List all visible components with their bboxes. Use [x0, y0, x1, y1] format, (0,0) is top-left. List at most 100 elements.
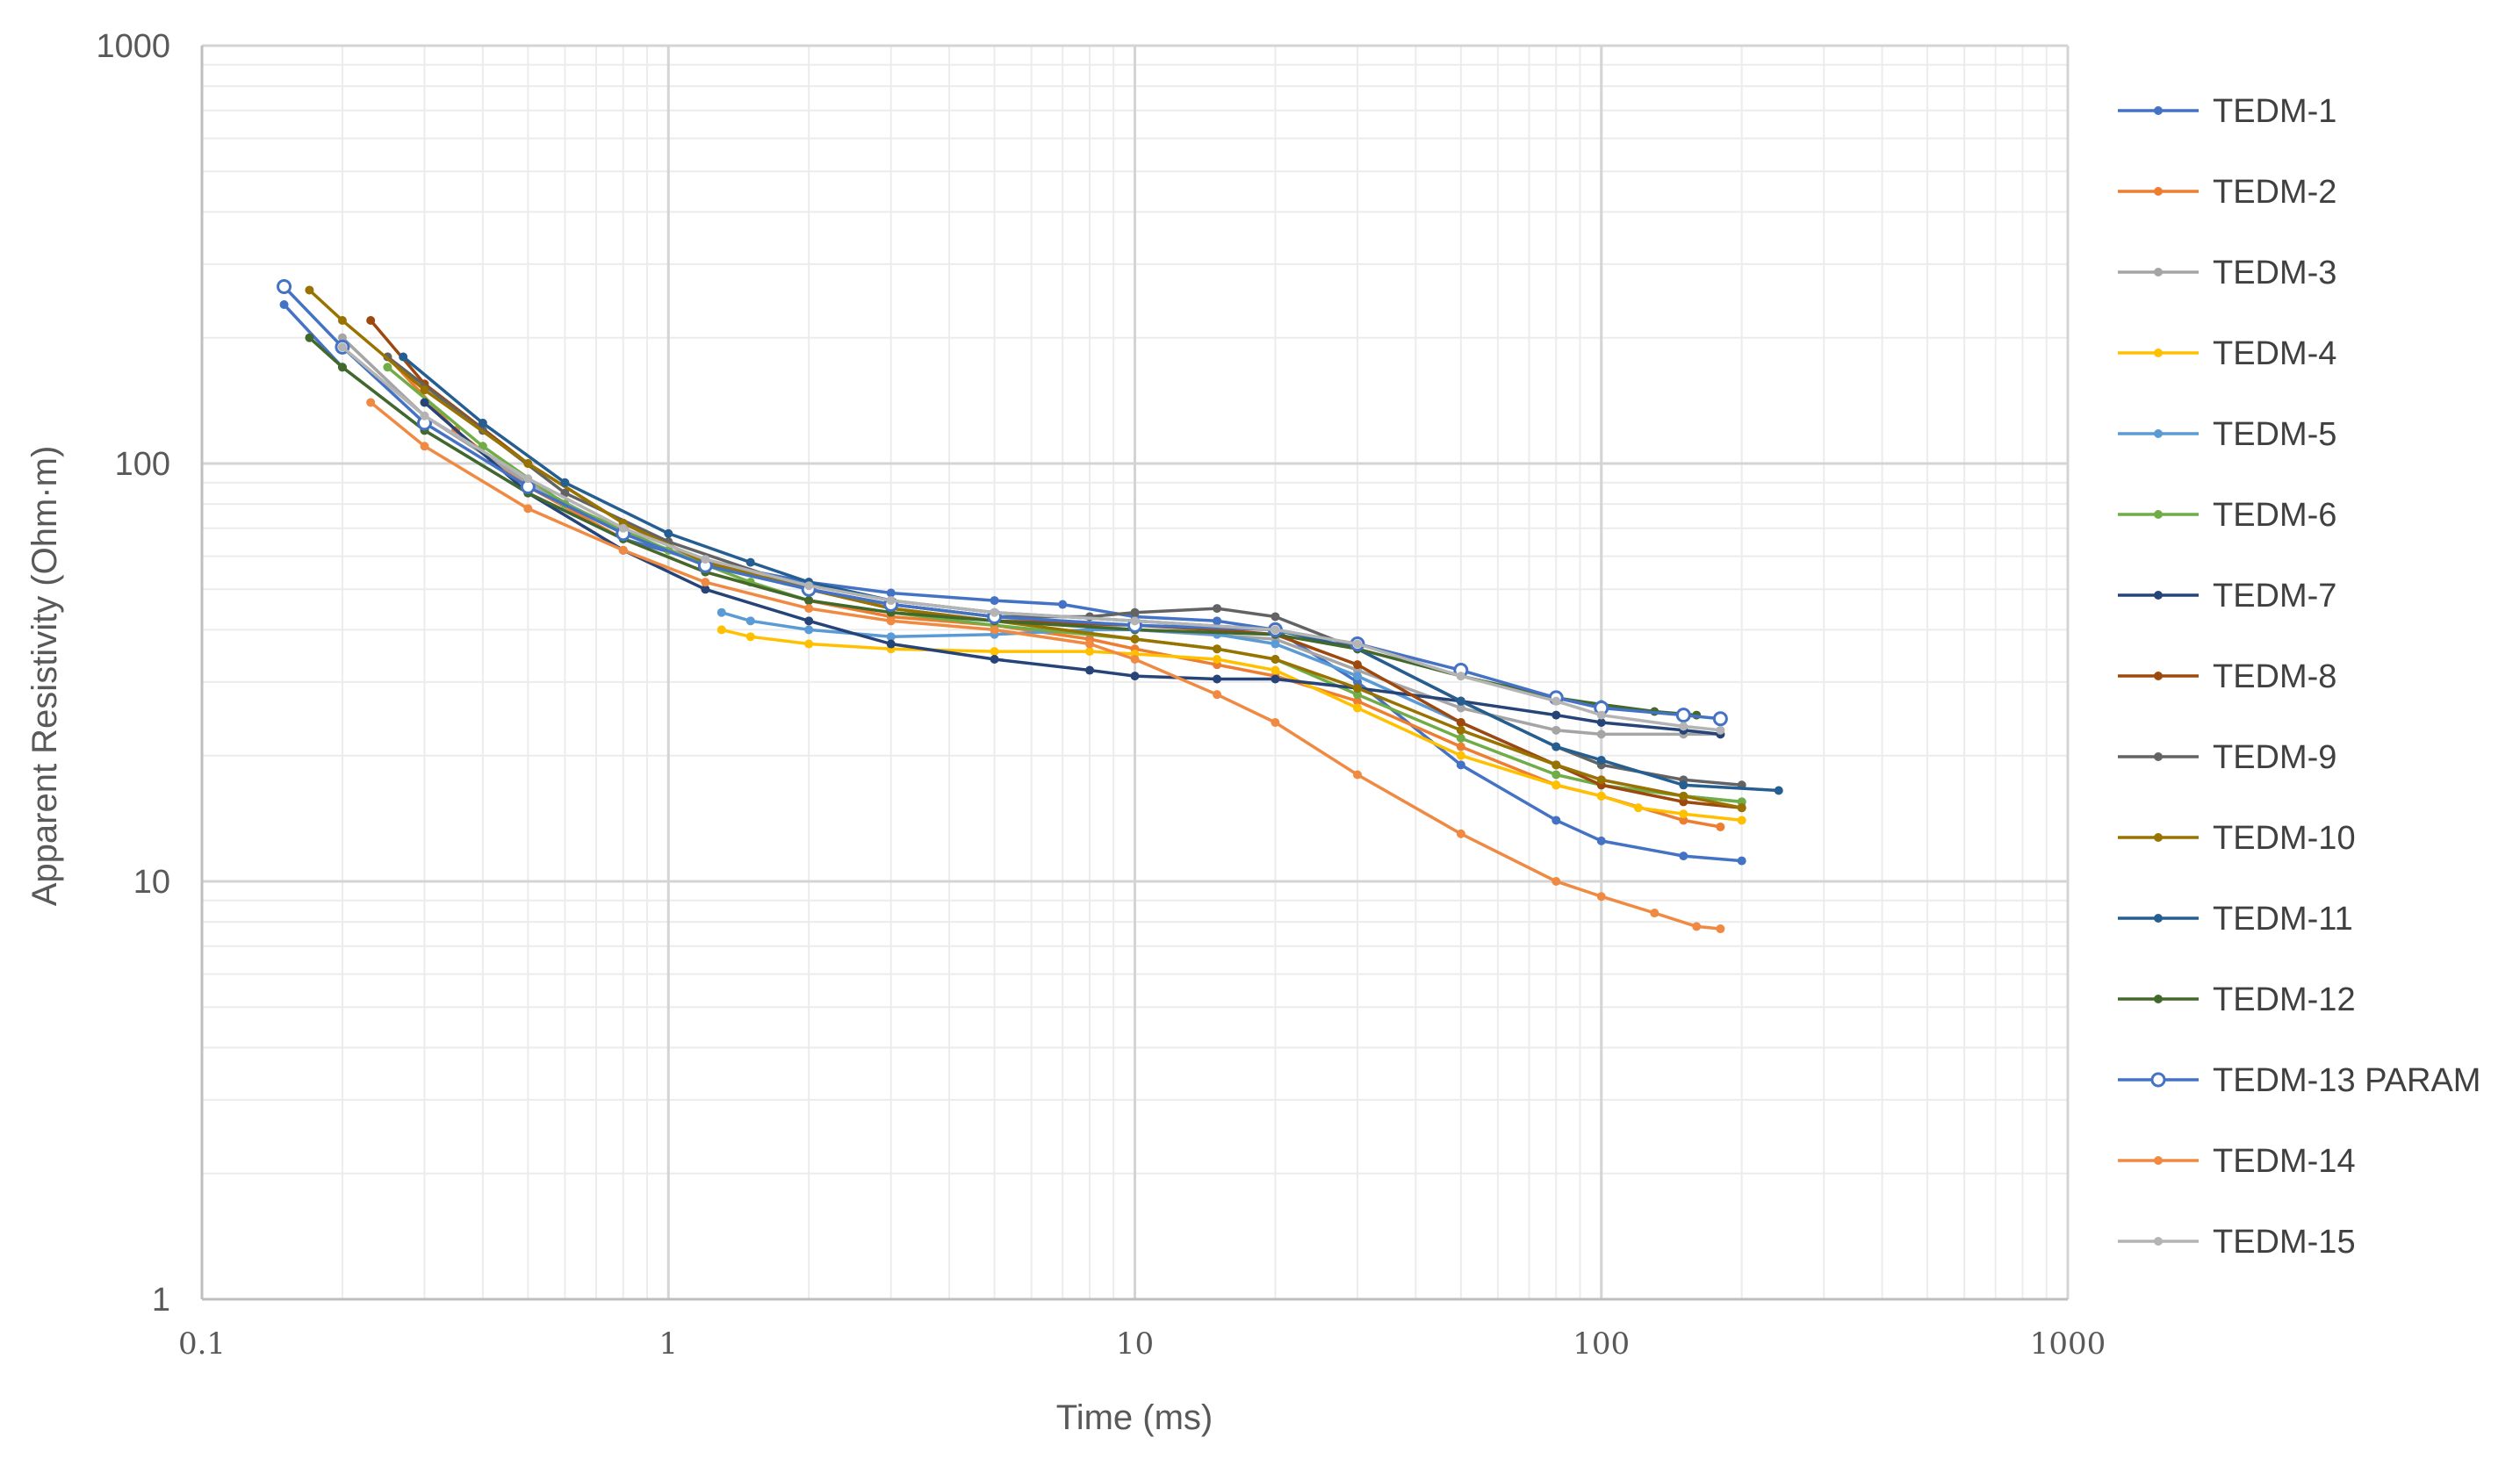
- legend-entry: TEDM-5: [2118, 416, 2336, 453]
- data-point: [886, 596, 896, 606]
- data-point: [886, 616, 896, 626]
- legend-entry: TEDM-4: [2118, 335, 2336, 372]
- series-line: [369, 319, 1744, 809]
- data-point: [1675, 708, 1691, 723]
- data-point: [1271, 718, 1280, 728]
- data-point: [1633, 803, 1643, 813]
- data-point: [1774, 786, 1783, 795]
- legend: TEDM-1 TEDM-2 TEDM-3 TEDM-4 TEDM-5 TEDM-6 TEDM…: [2118, 93, 2480, 1261]
- data-point: [1271, 655, 1280, 665]
- legend-entry: TEDM-1: [2118, 93, 2336, 130]
- data-point: [1085, 647, 1095, 657]
- data-point: [745, 632, 755, 642]
- major-gridlines: [200, 44, 2070, 1301]
- data-point: [1552, 760, 1561, 770]
- data-point: [1552, 710, 1561, 720]
- data-point: [1716, 924, 1725, 934]
- data-point: [523, 504, 533, 514]
- legend-marker: [2150, 1072, 2166, 1088]
- data-point: [1456, 725, 1465, 735]
- legend-marker: [2154, 349, 2163, 357]
- legend-label: TEDM-11: [2213, 901, 2353, 938]
- legend-label: TEDM-6: [2213, 497, 2336, 534]
- data-point: [366, 316, 376, 326]
- data-point: [1456, 742, 1465, 751]
- data-point: [618, 523, 628, 533]
- data-point: [1271, 674, 1280, 684]
- data-point: [1552, 742, 1561, 751]
- legend-entry: TEDM-6: [2118, 497, 2336, 534]
- data-point: [1352, 696, 1362, 706]
- data-point: [1679, 852, 1688, 861]
- x-tick-label: 100: [1573, 1326, 1630, 1362]
- data-point: [279, 300, 289, 310]
- data-point: [1271, 665, 1280, 675]
- legend-marker: [2154, 268, 2163, 277]
- data-point: [990, 625, 999, 635]
- legend-entry: TEDM-8: [2118, 658, 2336, 695]
- data-point: [701, 578, 710, 587]
- data-point: [1352, 683, 1362, 693]
- data-point: [366, 398, 376, 407]
- legend-entry: TEDM-12: [2118, 981, 2356, 1018]
- legend-entry: TEDM-11: [2118, 901, 2353, 938]
- y-tick-label: 10: [133, 864, 170, 901]
- data-point: [804, 639, 814, 649]
- legend-label: TEDM-7: [2213, 578, 2336, 615]
- data-point: [277, 279, 292, 295]
- series-lines: [277, 279, 1783, 934]
- data-point: [1737, 856, 1746, 866]
- data-point: [1596, 755, 1606, 765]
- data-point: [701, 555, 710, 564]
- x-tick-label: 0.1: [178, 1326, 226, 1362]
- data-point: [420, 411, 429, 420]
- data-point: [1596, 775, 1606, 785]
- data-point: [1650, 909, 1660, 918]
- data-point: [618, 545, 628, 555]
- data-point: [745, 616, 755, 626]
- legend-label: TEDM-1: [2213, 93, 2336, 130]
- series-tedm-2: [383, 352, 1725, 831]
- legend-marker: [2154, 510, 2163, 519]
- data-point: [337, 363, 347, 372]
- series-line: [282, 284, 1723, 721]
- data-point: [1596, 791, 1606, 801]
- legend-label: TEDM-5: [2213, 416, 2336, 453]
- data-point: [1679, 816, 1688, 825]
- legend-entry: TEDM-14: [2118, 1143, 2356, 1180]
- data-point: [1352, 770, 1362, 780]
- data-point: [1213, 690, 1222, 700]
- data-point: [1130, 635, 1140, 644]
- data-point: [990, 607, 999, 617]
- legend-entry: TEDM-2: [2118, 174, 2336, 211]
- data-point: [420, 385, 429, 395]
- data-point: [804, 581, 814, 591]
- y-tick-label: 100: [115, 446, 170, 483]
- data-point: [1085, 665, 1095, 675]
- data-point: [716, 607, 726, 617]
- data-point: [1456, 751, 1465, 760]
- data-point: [1213, 644, 1222, 654]
- data-point: [1456, 829, 1465, 838]
- data-point: [886, 588, 896, 598]
- data-point: [804, 625, 814, 635]
- legend-entry: TEDM-7: [2118, 578, 2336, 615]
- data-point: [990, 596, 999, 606]
- legend-marker: [2154, 752, 2163, 761]
- data-point: [1213, 655, 1222, 665]
- data-point: [1213, 674, 1222, 684]
- legend-entry: TEDM-10: [2118, 820, 2356, 857]
- legend-entry: TEDM-15: [2118, 1224, 2356, 1261]
- data-point: [804, 596, 814, 606]
- data-point: [1456, 703, 1465, 713]
- series-tedm-9: [383, 352, 1746, 790]
- legend-marker: [2154, 914, 2163, 923]
- data-point: [560, 478, 570, 487]
- legend-marker: [2154, 995, 2163, 1003]
- data-point: [1271, 625, 1280, 635]
- data-point: [716, 625, 726, 635]
- data-point: [420, 398, 429, 407]
- y-axis-title: Apparent Resistivity (Ohm·m): [25, 446, 64, 907]
